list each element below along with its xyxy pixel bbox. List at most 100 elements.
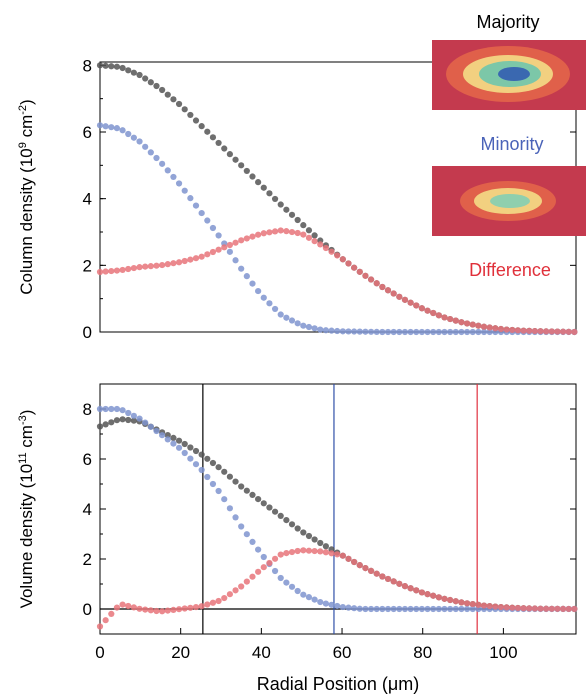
data-point: [153, 607, 160, 615]
data-point: [447, 605, 454, 613]
data-point: [142, 143, 149, 150]
data-point: [413, 328, 420, 336]
data-point: [548, 328, 555, 335]
data-point: [198, 123, 205, 130]
data-point: [192, 604, 200, 611]
data-point: [452, 605, 459, 613]
data-point: [283, 314, 290, 321]
data-point: [571, 605, 578, 613]
data-point: [266, 300, 273, 307]
data-point: [492, 603, 499, 610]
data-point: [311, 536, 318, 543]
data-point: [294, 525, 301, 532]
data-point: [305, 594, 313, 601]
data-point: [480, 328, 488, 336]
data-point: [362, 605, 369, 613]
data-point: [159, 160, 166, 167]
data-point: [367, 567, 375, 575]
data-point: [548, 605, 555, 612]
data-point: [401, 583, 409, 590]
data-point: [226, 248, 233, 255]
data-point: [198, 603, 205, 610]
data-point: [430, 605, 437, 613]
data-point: [243, 578, 250, 585]
data-point: [283, 517, 290, 524]
data-point: [367, 328, 375, 335]
data-point: [130, 69, 137, 76]
data-point: [430, 592, 437, 599]
ytick-label: 2: [83, 256, 92, 275]
data-point: [531, 327, 538, 335]
data-point: [209, 248, 217, 256]
data-point: [543, 328, 550, 335]
data-point: [390, 605, 397, 613]
data-point: [531, 605, 538, 612]
data-point: [345, 328, 352, 335]
data-point: [164, 607, 171, 614]
data-point: [215, 246, 222, 253]
data-point: [373, 605, 380, 613]
data-point: [452, 328, 459, 336]
data-point: [317, 598, 324, 606]
data-point: [255, 287, 262, 295]
data-point: [102, 268, 109, 275]
data-point: [221, 468, 228, 475]
data-point: [96, 623, 104, 630]
data-point: [441, 595, 448, 602]
data-point: [463, 605, 471, 613]
data-point: [356, 562, 363, 569]
data-point: [418, 328, 426, 336]
data-point: [102, 123, 109, 130]
ytick-label: 6: [83, 450, 92, 469]
data-point: [526, 605, 533, 612]
data-point: [300, 322, 307, 329]
data-point: [407, 328, 414, 336]
data-point: [249, 173, 256, 180]
data-point: [424, 307, 431, 314]
data-point: [175, 259, 183, 266]
data-point: [311, 596, 318, 603]
data-point: [277, 201, 284, 208]
data-point: [351, 605, 358, 612]
data-point: [108, 405, 115, 413]
data-point: [125, 416, 132, 424]
data-point: [565, 328, 572, 335]
data-point: [396, 580, 403, 587]
data-point: [113, 63, 121, 70]
data-point: [255, 546, 262, 553]
data-point: [418, 305, 426, 312]
data-point: [221, 145, 228, 152]
data-point: [401, 296, 409, 303]
data-point: [159, 432, 166, 439]
data-point: [249, 538, 256, 546]
data-point: [559, 605, 567, 613]
ytick-label: 4: [83, 190, 92, 209]
data-point: [249, 280, 256, 287]
data-point: [407, 605, 414, 613]
data-point: [373, 280, 380, 287]
inset-minority-core: [490, 194, 530, 208]
data-point: [232, 514, 239, 521]
data-point: [108, 610, 115, 618]
data-point: [249, 233, 256, 240]
data-point: [198, 253, 205, 260]
data-point: [294, 216, 301, 224]
data-point: [175, 437, 183, 444]
data-point: [181, 187, 188, 194]
data-point: [571, 328, 578, 336]
bottom-ytick-labels: 0 2 4 6 8: [83, 383, 576, 635]
data-point: [379, 283, 386, 291]
data-point: [147, 423, 154, 430]
ytick-label: 0: [83, 323, 92, 342]
data-point: [317, 548, 324, 555]
data-point: [486, 602, 493, 610]
data-point: [367, 276, 375, 283]
data-point: [271, 555, 279, 562]
data-point: [503, 326, 510, 333]
data-point: [300, 231, 307, 238]
data-point: [232, 239, 239, 246]
xtick-label: 20: [171, 643, 190, 662]
data-point: [164, 91, 171, 98]
data-point: [271, 195, 279, 203]
data-point: [119, 266, 126, 274]
